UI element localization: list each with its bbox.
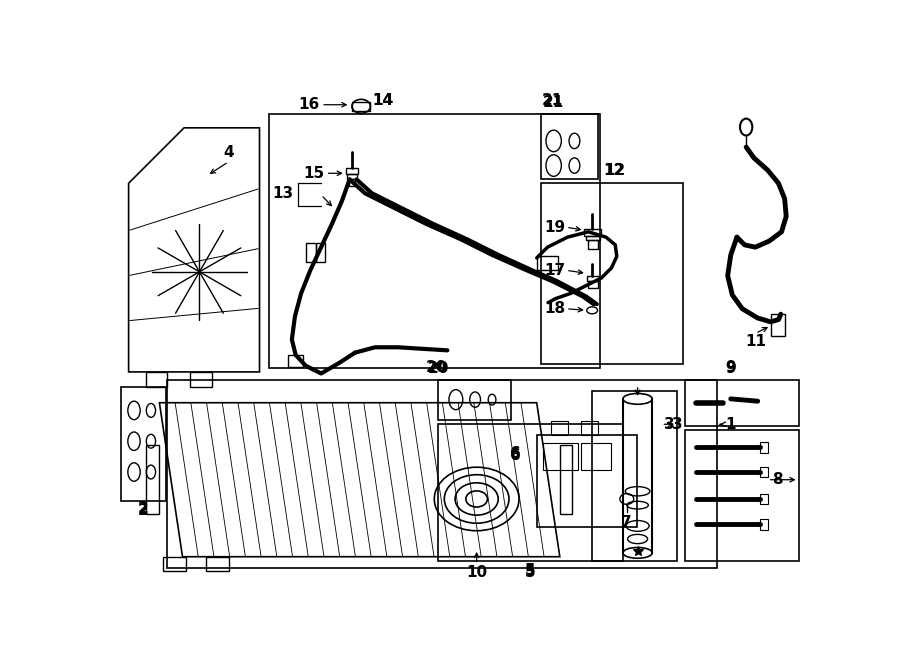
- Text: 12: 12: [605, 163, 626, 178]
- Bar: [536, 435, 637, 527]
- Text: 5: 5: [526, 564, 536, 580]
- Bar: [163, 557, 186, 570]
- Text: 20: 20: [428, 362, 449, 376]
- Bar: [560, 445, 572, 514]
- Bar: [269, 114, 599, 368]
- Bar: [541, 183, 683, 364]
- Bar: [190, 372, 212, 387]
- Text: 17: 17: [544, 263, 566, 278]
- Bar: [588, 240, 598, 249]
- Text: 18: 18: [544, 301, 566, 316]
- Bar: [347, 174, 356, 178]
- Text: 7: 7: [622, 514, 632, 529]
- Text: 6: 6: [509, 446, 520, 461]
- Bar: [346, 168, 358, 174]
- Text: 4: 4: [223, 145, 234, 160]
- Text: 1: 1: [725, 417, 736, 432]
- Text: 8: 8: [771, 472, 782, 487]
- Bar: [760, 442, 768, 453]
- Bar: [352, 102, 371, 111]
- Bar: [551, 421, 568, 435]
- Bar: [581, 421, 598, 435]
- Text: 5: 5: [526, 563, 536, 578]
- Text: 3: 3: [671, 417, 682, 432]
- Text: 14: 14: [372, 93, 393, 108]
- Text: 13: 13: [272, 186, 293, 201]
- Text: 6: 6: [509, 447, 520, 463]
- Text: 3: 3: [664, 417, 674, 432]
- Text: 2: 2: [138, 502, 148, 516]
- Bar: [584, 229, 601, 235]
- Text: 20: 20: [426, 360, 447, 375]
- Text: 9: 9: [725, 360, 736, 375]
- Bar: [541, 114, 598, 179]
- Text: 9: 9: [725, 362, 736, 376]
- Bar: [288, 355, 303, 367]
- Text: 21: 21: [543, 95, 564, 110]
- Bar: [438, 379, 511, 420]
- Bar: [146, 445, 159, 514]
- Bar: [587, 276, 599, 281]
- Bar: [167, 379, 717, 568]
- Bar: [121, 387, 166, 501]
- Bar: [349, 178, 355, 186]
- Text: 12: 12: [603, 163, 625, 178]
- Text: 11: 11: [745, 334, 766, 348]
- Text: 14: 14: [372, 93, 393, 108]
- Bar: [760, 467, 768, 477]
- Bar: [760, 519, 768, 529]
- Bar: [536, 256, 558, 270]
- Bar: [760, 494, 768, 504]
- Bar: [146, 372, 167, 387]
- Text: 19: 19: [544, 219, 566, 235]
- Bar: [685, 379, 798, 426]
- Text: 10: 10: [466, 564, 487, 580]
- Bar: [317, 243, 325, 262]
- Text: 15: 15: [302, 166, 324, 180]
- Bar: [586, 235, 599, 240]
- Bar: [543, 443, 578, 470]
- Bar: [581, 443, 610, 470]
- Bar: [592, 391, 677, 561]
- Bar: [589, 281, 598, 288]
- Bar: [685, 430, 798, 561]
- Bar: [438, 424, 623, 561]
- Text: 21: 21: [542, 93, 562, 108]
- Text: 16: 16: [298, 97, 320, 112]
- Text: 2: 2: [138, 503, 148, 518]
- Bar: [306, 243, 317, 262]
- Bar: [205, 557, 229, 570]
- Bar: [770, 314, 785, 336]
